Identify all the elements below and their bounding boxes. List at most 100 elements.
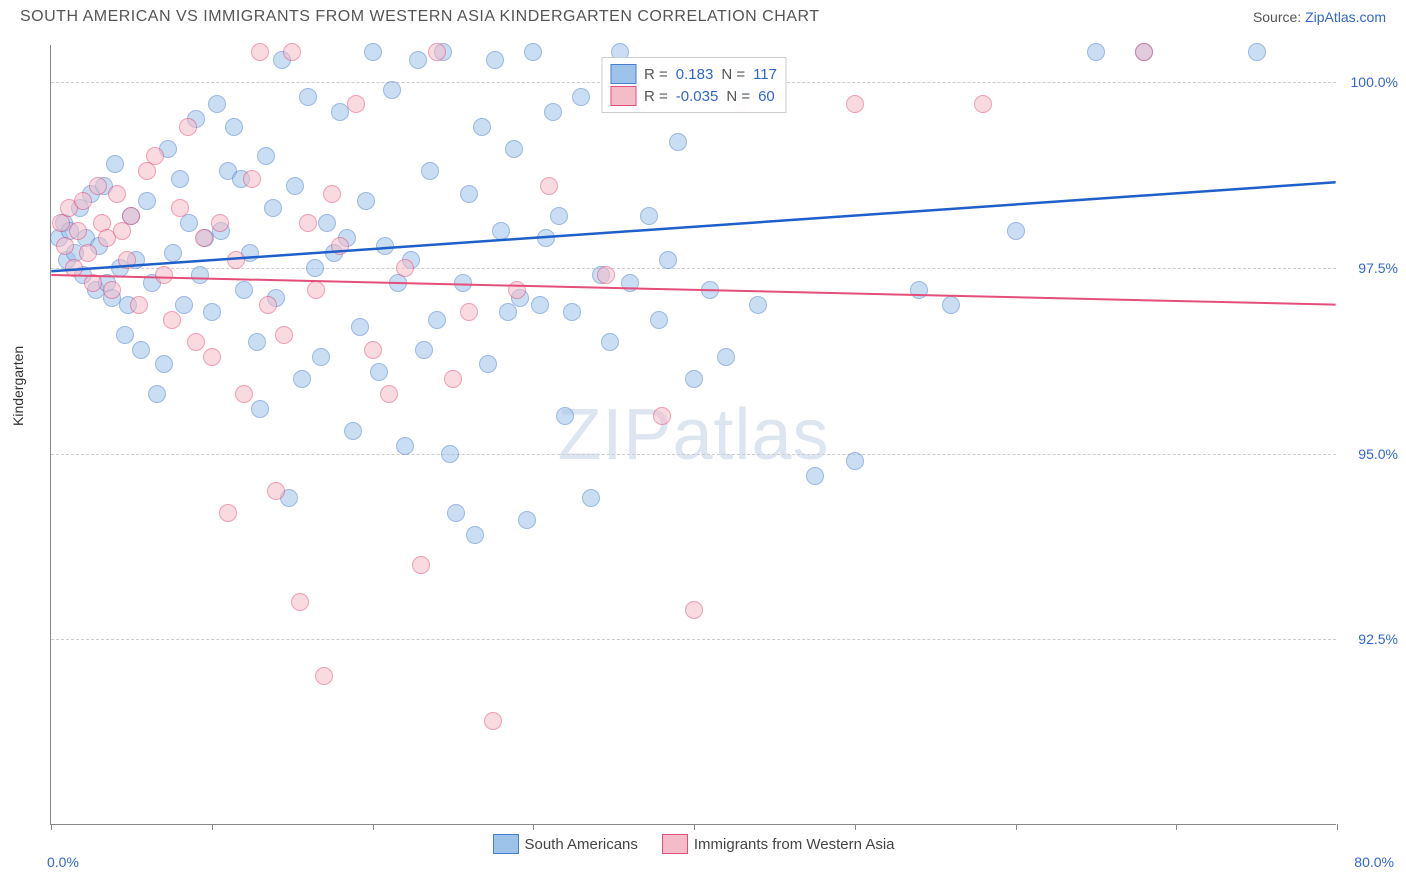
- data-point-immigrants-western-asia: [267, 482, 285, 500]
- series-label-1: Immigrants from Western Asia: [694, 836, 895, 853]
- data-point-south-americans: [132, 341, 150, 359]
- data-point-south-americans: [518, 511, 536, 529]
- data-point-immigrants-western-asia: [108, 185, 126, 203]
- data-point-south-americans: [486, 51, 504, 69]
- data-point-immigrants-western-asia: [428, 43, 446, 61]
- n-value-1: 60: [758, 88, 775, 105]
- data-point-immigrants-western-asia: [69, 222, 87, 240]
- series-label-0: South Americans: [524, 836, 637, 853]
- data-point-south-americans: [357, 192, 375, 210]
- data-point-south-americans: [248, 333, 266, 351]
- data-point-south-americans: [138, 192, 156, 210]
- data-point-south-americans: [293, 370, 311, 388]
- data-point-south-americans: [1087, 43, 1105, 61]
- data-point-south-americans: [601, 333, 619, 351]
- chart-title: SOUTH AMERICAN VS IMMIGRANTS FROM WESTER…: [20, 8, 819, 26]
- chart-source: Source: ZipAtlas.com: [1253, 9, 1386, 25]
- data-point-immigrants-western-asia: [203, 348, 221, 366]
- stats-row-series-1: R = -0.035 N = 60: [610, 86, 777, 106]
- data-point-south-americans: [846, 452, 864, 470]
- data-point-south-americans: [749, 296, 767, 314]
- data-point-south-americans: [364, 43, 382, 61]
- data-point-south-americans: [175, 296, 193, 314]
- data-point-immigrants-western-asia: [155, 266, 173, 284]
- data-point-south-americans: [556, 407, 574, 425]
- data-point-south-americans: [669, 133, 687, 151]
- data-point-south-americans: [531, 296, 549, 314]
- y-tick-label: 97.5%: [1358, 260, 1398, 276]
- data-point-immigrants-western-asia: [597, 266, 615, 284]
- data-point-south-americans: [537, 229, 555, 247]
- data-point-immigrants-western-asia: [1135, 43, 1153, 61]
- data-point-immigrants-western-asia: [130, 296, 148, 314]
- legend-item-0: South Americans: [492, 834, 637, 854]
- swatch-bottom-1: [662, 834, 688, 854]
- data-point-south-americans: [473, 118, 491, 136]
- swatch-series-1: [610, 86, 636, 106]
- data-point-south-americans: [466, 526, 484, 544]
- data-point-immigrants-western-asia: [275, 326, 293, 344]
- data-point-south-americans: [582, 489, 600, 507]
- data-point-immigrants-western-asia: [74, 192, 92, 210]
- data-point-south-americans: [441, 445, 459, 463]
- data-point-immigrants-western-asia: [103, 281, 121, 299]
- data-point-south-americans: [524, 43, 542, 61]
- data-point-immigrants-western-asia: [299, 214, 317, 232]
- y-tick-label: 92.5%: [1358, 631, 1398, 647]
- data-point-south-americans: [286, 177, 304, 195]
- plot-area: ZIPatlas 92.5%95.0%97.5%100.0% R = 0.183…: [50, 45, 1336, 825]
- data-point-immigrants-western-asia: [118, 251, 136, 269]
- trend-lines: [51, 45, 1336, 824]
- data-point-south-americans: [572, 88, 590, 106]
- watermark: ZIPatlas: [557, 394, 829, 476]
- r-value-0: 0.183: [676, 66, 714, 83]
- data-point-immigrants-western-asia: [846, 95, 864, 113]
- data-point-immigrants-western-asia: [974, 95, 992, 113]
- data-point-south-americans: [306, 259, 324, 277]
- data-point-immigrants-western-asia: [331, 237, 349, 255]
- data-point-immigrants-western-asia: [56, 237, 74, 255]
- data-point-immigrants-western-asia: [146, 147, 164, 165]
- data-point-south-americans: [409, 51, 427, 69]
- r-value-1: -0.035: [676, 88, 719, 105]
- data-point-south-americans: [454, 274, 472, 292]
- data-point-south-americans: [312, 348, 330, 366]
- data-point-south-americans: [650, 311, 668, 329]
- data-point-south-americans: [203, 303, 221, 321]
- y-axis-label: Kindergarten: [10, 346, 26, 426]
- swatch-series-0: [610, 64, 636, 84]
- data-point-immigrants-western-asia: [364, 341, 382, 359]
- data-point-south-americans: [383, 81, 401, 99]
- data-point-south-americans: [479, 355, 497, 373]
- data-point-south-americans: [351, 318, 369, 336]
- data-point-south-americans: [208, 95, 226, 113]
- source-link[interactable]: ZipAtlas.com: [1305, 9, 1386, 25]
- data-point-immigrants-western-asia: [163, 311, 181, 329]
- data-point-immigrants-western-asia: [243, 170, 261, 188]
- data-point-south-americans: [257, 147, 275, 165]
- y-tick-label: 95.0%: [1358, 446, 1398, 462]
- data-point-south-americans: [460, 185, 478, 203]
- data-point-south-americans: [264, 199, 282, 217]
- data-point-south-americans: [370, 363, 388, 381]
- data-point-immigrants-western-asia: [347, 95, 365, 113]
- data-point-immigrants-western-asia: [259, 296, 277, 314]
- data-point-south-americans: [235, 281, 253, 299]
- y-tick-label: 100.0%: [1351, 74, 1398, 90]
- data-point-immigrants-western-asia: [79, 244, 97, 262]
- data-point-immigrants-western-asia: [396, 259, 414, 277]
- data-point-south-americans: [942, 296, 960, 314]
- data-point-immigrants-western-asia: [227, 251, 245, 269]
- data-point-south-americans: [251, 400, 269, 418]
- data-point-south-americans: [318, 214, 336, 232]
- data-point-south-americans: [717, 348, 735, 366]
- data-point-south-americans: [685, 370, 703, 388]
- data-point-south-americans: [155, 355, 173, 373]
- data-point-south-americans: [499, 303, 517, 321]
- data-point-south-americans: [225, 118, 243, 136]
- data-point-south-americans: [544, 103, 562, 121]
- data-point-south-americans: [171, 170, 189, 188]
- data-point-immigrants-western-asia: [211, 214, 229, 232]
- data-point-south-americans: [148, 385, 166, 403]
- data-point-immigrants-western-asia: [84, 274, 102, 292]
